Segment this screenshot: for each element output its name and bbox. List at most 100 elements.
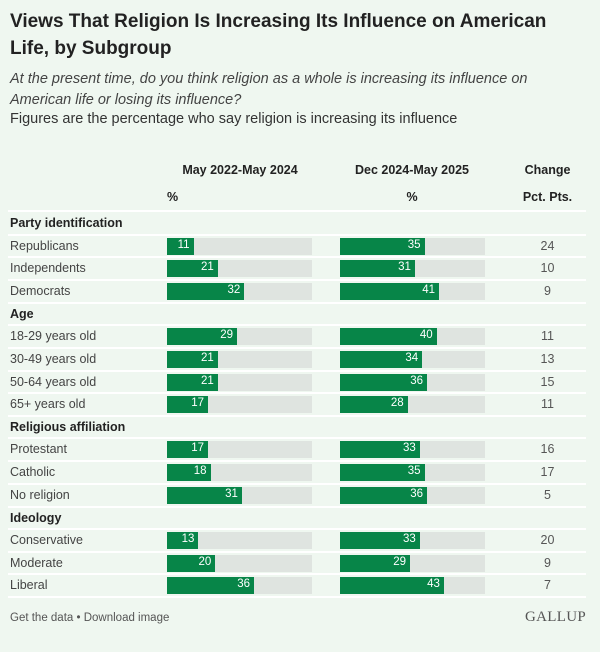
bar: 34	[340, 350, 423, 368]
bar-track: 35	[340, 464, 485, 482]
bar: 40	[340, 328, 437, 346]
bar: 31	[340, 260, 415, 278]
divider	[8, 278, 586, 281]
bar-track: 13	[167, 532, 312, 549]
row-label: Conservative	[10, 533, 83, 547]
bar: 36	[340, 486, 427, 504]
bar-value-label: 17	[191, 442, 205, 455]
change-value: 20	[540, 533, 555, 547]
bar-value-label: 29	[393, 555, 407, 568]
change-value: 5	[544, 487, 551, 502]
col-unit-1: %	[166, 190, 179, 204]
divider	[8, 596, 586, 599]
change-value: 7	[544, 578, 551, 593]
bar: 21	[167, 260, 218, 278]
change-value: 16	[540, 442, 555, 457]
bar-track: 21	[167, 260, 312, 278]
bar: 43	[340, 577, 444, 595]
bar-track: 33	[340, 441, 485, 459]
bar: 11	[167, 237, 194, 255]
bar-track: 17	[167, 441, 312, 459]
bar: 18	[167, 464, 211, 482]
bar: 35	[340, 464, 425, 482]
bar-track: 36	[340, 373, 485, 391]
bar-value-label: 32	[227, 283, 241, 296]
footer-links[interactable]: Get the data • Download image	[10, 612, 170, 624]
bar-value-label: 33	[402, 442, 416, 455]
bar-track: 18	[167, 464, 312, 482]
bar: 32	[167, 282, 245, 300]
chart-title: Views That Religion Is Increasing Its In…	[10, 11, 547, 59]
change-value: 10	[540, 261, 555, 276]
col-unit-3: Pct. Pts.	[522, 190, 573, 204]
col-unit-2: %	[406, 190, 418, 204]
bar-value-label: 20	[198, 555, 212, 568]
divider	[8, 369, 586, 372]
row-label: No religion	[10, 487, 70, 502]
bar-value-label: 36	[410, 374, 423, 387]
divider	[8, 256, 586, 259]
bar-value-label: 43	[427, 578, 440, 591]
bar-track: 41	[340, 282, 485, 300]
bar: 41	[340, 282, 440, 300]
bar-value-label: 35	[407, 465, 421, 478]
divider	[8, 505, 586, 508]
bar-value-label: 21	[200, 374, 214, 387]
change-value: 9	[544, 555, 551, 570]
col-header-2: Dec 2024-May 2025	[355, 163, 469, 177]
divider	[8, 528, 586, 530]
bar: 33	[340, 532, 420, 549]
col-header-1: May 2022-May 2024	[182, 163, 298, 177]
bar-track: 40	[340, 328, 485, 346]
bar-track: 17	[167, 396, 312, 414]
bar-value-label: 31	[225, 487, 238, 500]
chart-subtitle: At the present time, do you think religi…	[10, 71, 528, 108]
change-value: 11	[541, 329, 554, 344]
bar: 29	[167, 328, 238, 346]
bar-track: 31	[167, 486, 312, 504]
bar: 36	[340, 373, 427, 391]
change-value: 11	[541, 397, 554, 412]
bar: 28	[340, 396, 408, 414]
bar-value-label: 33	[402, 533, 416, 545]
bar: 20	[167, 554, 216, 572]
bar-track: 21	[167, 350, 312, 368]
bar-track: 32	[167, 282, 312, 300]
row-label: Independents	[10, 261, 86, 276]
bar-value-label: 29	[220, 329, 234, 342]
row-label: Moderate	[10, 555, 63, 570]
change-value: 9	[544, 283, 551, 298]
row-label: Republicans	[10, 238, 79, 253]
bar-value-label: 41	[422, 283, 436, 296]
bar-value-label: 13	[181, 533, 195, 545]
row-label: 50-64 years old	[10, 374, 97, 389]
row-label: Democrats	[10, 283, 71, 298]
bar: 35	[340, 237, 425, 255]
bar: 13	[167, 532, 199, 549]
group-label: Party identification	[10, 216, 123, 230]
bar: 17	[167, 441, 209, 459]
divider	[8, 346, 586, 349]
divider	[8, 324, 586, 327]
change-value: 13	[540, 351, 555, 366]
group-label: Age	[10, 306, 34, 321]
change-value: 17	[540, 465, 555, 480]
bar-track: 36	[167, 577, 312, 595]
bar-value-label: 34	[405, 351, 419, 364]
row-label: Liberal	[10, 578, 48, 593]
bar-value-label: 31	[398, 261, 411, 274]
bar-track: 34	[340, 350, 485, 368]
bar: 29	[340, 554, 411, 572]
gallup-logo: GALLUP	[525, 609, 586, 625]
chart-note: Figures are the percentage who say relig…	[10, 111, 458, 127]
divider	[8, 437, 586, 440]
bar: 17	[167, 396, 209, 414]
bar-value-label: 18	[193, 465, 207, 478]
divider	[8, 460, 586, 463]
bar-track: 20	[167, 554, 312, 572]
divider	[8, 210, 586, 212]
group-label: Religious affiliation	[10, 419, 126, 434]
bar-value-label: 21	[200, 261, 214, 274]
change-value: 15	[540, 374, 555, 389]
